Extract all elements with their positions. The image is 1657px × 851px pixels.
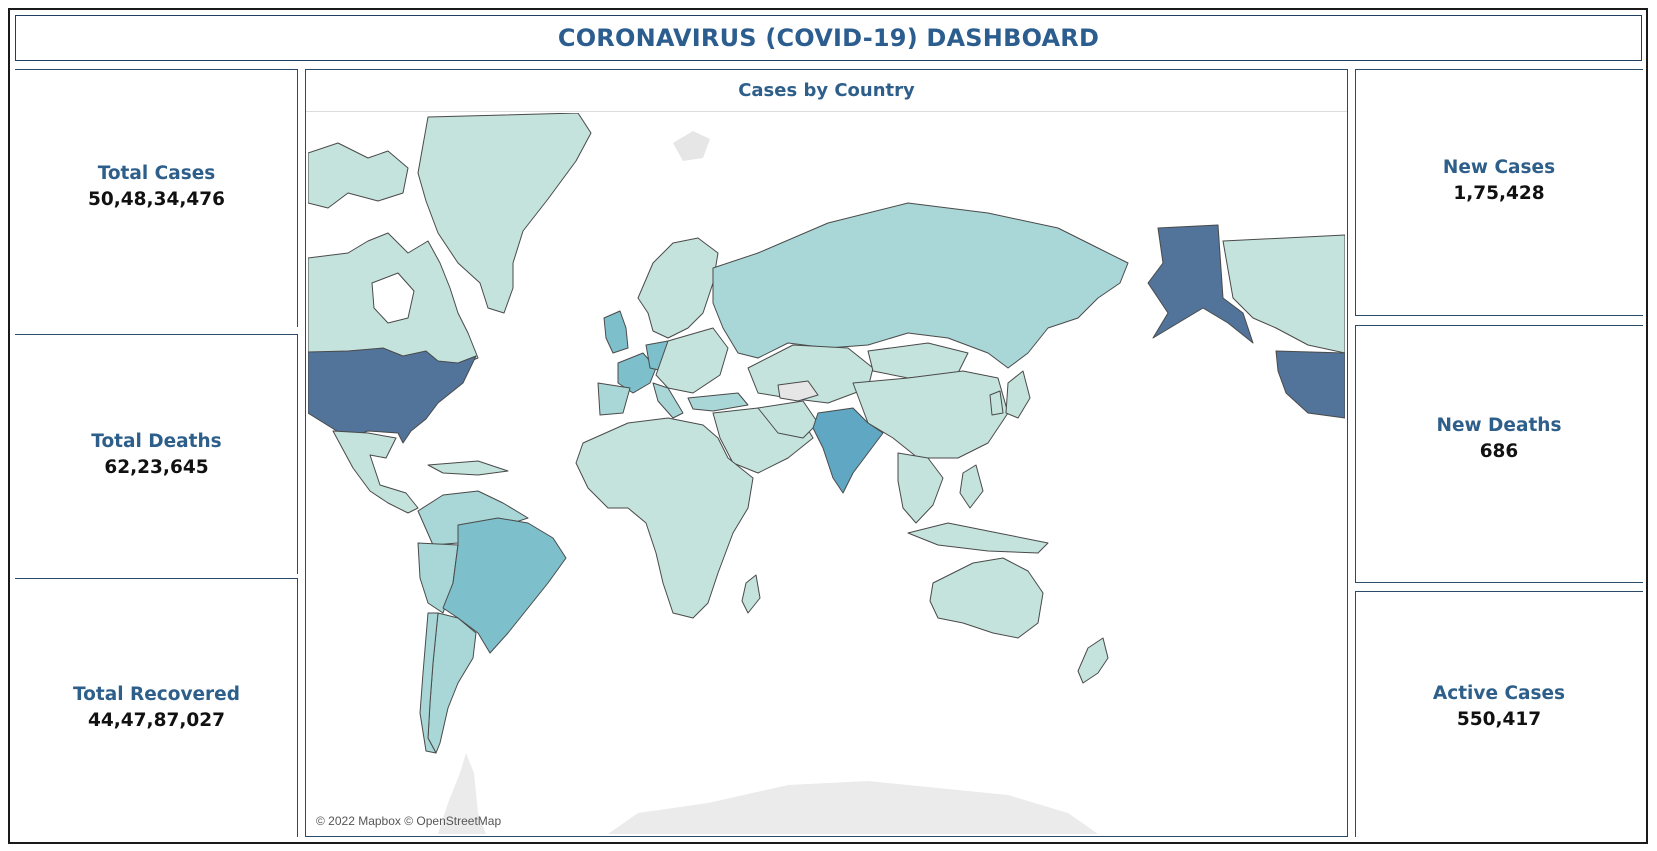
usa-shape[interactable] [308,347,477,444]
arctic-islands-shape [308,142,409,209]
kpi-value: 62,23,645 [104,456,209,478]
africa-shape[interactable] [575,417,754,619]
usa-west-shape[interactable] [1275,350,1345,419]
no-data-region-shape [777,380,819,402]
indonesia-shape[interactable] [907,522,1049,554]
france-shape[interactable] [617,352,657,394]
southeast-asia-shape[interactable] [897,452,944,524]
kpi-value: 686 [1479,440,1519,462]
map-attribution: © 2022 Mapbox © OpenStreetMap [316,814,502,828]
alaska-shape[interactable] [1147,224,1254,344]
kpi-label: Total Deaths [91,430,222,452]
italy-shape[interactable] [652,382,684,419]
map-title-bar: Cases by Country [306,70,1347,112]
philippines-shape[interactable] [959,464,984,509]
kpi-value: 1,75,428 [1453,183,1545,204]
kpi-total-recovered[interactable]: Total Recovered 44,47,87,027 [15,578,298,837]
antarctica-shape [608,781,1098,834]
kpi-panel-active-cases[interactable] [1355,591,1643,837]
scandinavia-shape[interactable] [637,237,719,339]
kpi-total-cases[interactable]: Total Cases 50,48,34,476 [15,57,298,315]
svalbard-shape [673,131,710,161]
australia-shape[interactable] [929,557,1044,639]
brazil-shape[interactable] [442,517,567,654]
kpi-total-deaths[interactable]: Total Deaths 62,23,645 [15,334,298,574]
kpi-active-cases[interactable]: Active Cases 550,417 [1355,583,1643,829]
kpi-label: Total Cases [97,162,216,184]
japan-shape[interactable] [1005,370,1031,419]
kpi-value: 550,417 [1456,708,1542,730]
madagascar-shape[interactable] [741,574,761,614]
kpi-label: New Deaths [1436,414,1562,436]
chile-shape[interactable] [419,612,439,754]
kpi-new-deaths[interactable]: New Deaths 686 [1355,309,1643,567]
kpi-value: 50,48,34,476 [88,188,225,210]
kpi-new-cases[interactable]: New Cases 1,75,428 [1355,57,1643,304]
map-title: Cases by Country [738,80,915,101]
korea-shape[interactable] [989,390,1004,416]
kpi-value: 44,47,87,027 [88,710,225,731]
dashboard-title: CORONAVIRUS (COVID-19) DASHBOARD [557,24,1100,52]
kpi-panel-total-deaths[interactable] [15,334,298,574]
cases-by-country-panel: Cases by Country [305,69,1348,837]
greenland-shape[interactable] [417,113,592,314]
spain-shape[interactable] [597,382,631,416]
kpi-panel-new-deaths[interactable] [1355,325,1643,583]
kpi-panel-total-recovered[interactable] [15,578,298,837]
kpi-label: Total Recovered [73,684,240,705]
kpi-label: Active Cases [1432,682,1566,704]
kpi-label: New Cases [1442,157,1556,178]
dashboard-frame [8,8,1648,844]
east-europe-shape[interactable] [655,327,729,394]
india-shape[interactable] [812,407,884,494]
kpi-panel-total-cases[interactable] [15,69,298,327]
iran-shape[interactable] [757,400,819,439]
new-zealand-shape[interactable] [1077,637,1109,684]
antarctica-peninsula [438,753,486,834]
china-shape[interactable] [852,370,1009,459]
russia-shape[interactable] [712,202,1129,369]
mexico-shape[interactable] [332,430,419,514]
uk-shape[interactable] [603,310,629,354]
world-map-svg[interactable] [308,113,1345,834]
kpi-panel-new-cases[interactable] [1355,69,1643,316]
caribbean-shape [427,460,509,476]
dashboard-header: CORONAVIRUS (COVID-19) DASHBOARD [15,15,1642,61]
turkey-shape[interactable] [687,392,749,412]
world-map[interactable]: © 2022 Mapbox © OpenStreetMap [308,113,1345,834]
canada-west-shape[interactable] [1222,234,1345,354]
hudson-bay-shape [371,272,415,324]
